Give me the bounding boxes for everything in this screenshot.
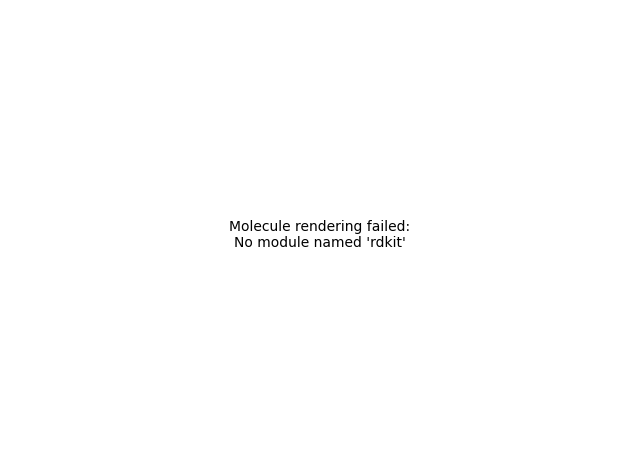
Text: Molecule rendering failed:
No module named 'rdkit': Molecule rendering failed: No module nam… — [229, 220, 411, 250]
